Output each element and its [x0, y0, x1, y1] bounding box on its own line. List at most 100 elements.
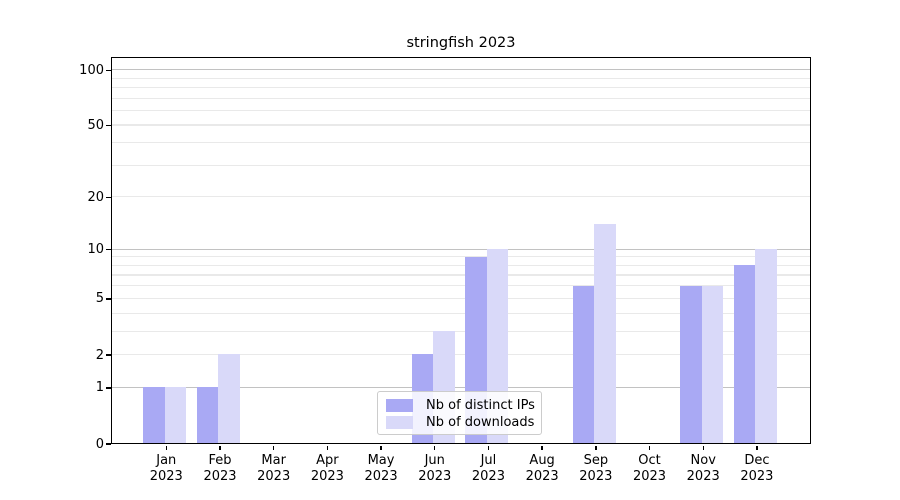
x-tickmark-7 [487, 445, 490, 451]
legend-label-downloads: Nb of downloads [426, 414, 535, 430]
gridline-minor-6 [112, 285, 810, 287]
x-tick-year: 2023 [310, 469, 344, 484]
x-tick-year: 2023 [257, 469, 291, 484]
gridline-minor-9 [112, 256, 810, 258]
y-tickmark-20 [106, 196, 111, 199]
y-tick-label-20: 20 [87, 189, 104, 205]
gridline-minor-2 [112, 353, 810, 355]
x-tick-label-mar: Mar 2023 [242, 453, 306, 486]
x-tick-month: Jul [480, 452, 497, 468]
x-tick-year: 2023 [471, 469, 505, 484]
gridline-minor-8 [112, 264, 810, 267]
x-tickmark-4 [326, 445, 329, 451]
x-tick-month: May [367, 452, 395, 468]
x-tick-label-sep: Sep 2023 [564, 453, 628, 486]
y-tick-label-50: 50 [87, 118, 104, 134]
legend-entry-downloads: Nb of downloads [386, 414, 535, 431]
gridline-minor-50 [112, 124, 810, 126]
gridline-minor-40 [112, 142, 810, 144]
x-tick-year: 2023 [149, 469, 183, 484]
y-tick-label-10: 10 [87, 242, 104, 258]
x-tickmark-2 [219, 445, 221, 451]
x-tick-label-jul: Jul 2023 [456, 453, 520, 486]
gridline-minor-3 [112, 330, 810, 332]
plot-area: Nb of distinct IPs Nb of downloads [111, 57, 811, 445]
x-tick-year: 2023 [740, 469, 774, 484]
y-tickmark-10 [106, 249, 111, 251]
x-tickmark-12 [756, 445, 758, 451]
x-tick-month: Feb [208, 452, 232, 468]
legend-entry-distinct-ips: Nb of distinct IPs [386, 397, 535, 414]
x-tick-month: Dec [744, 452, 770, 468]
y-tickmark-1 [106, 387, 111, 389]
bar-nov-downloads [701, 285, 724, 444]
gridline-minor-70 [112, 97, 810, 99]
x-tick-month: Jun [424, 452, 445, 468]
x-tick-label-oct: Oct 2023 [618, 453, 682, 486]
y-tick-label-1: 1 [95, 380, 104, 396]
x-tick-year: 2023 [579, 469, 613, 484]
y-tick-label-2: 2 [95, 347, 104, 363]
x-tick-label-dec: Dec 2023 [725, 453, 789, 486]
y-tick-label-0: 0 [95, 436, 104, 452]
y-tickmark-0 [106, 443, 111, 445]
gridline-minor-80 [112, 86, 810, 89]
x-tickmark-8 [541, 445, 543, 451]
legend-label-distinct-ips: Nb of distinct IPs [426, 398, 535, 414]
gridline-minor-60 [112, 109, 810, 112]
gridline-major-100 [112, 69, 810, 71]
x-tick-label-jan: Jan 2023 [134, 453, 198, 486]
y-tickmark-100 [106, 69, 111, 71]
x-tick-month: Nov [690, 452, 716, 468]
x-tickmark-5 [380, 445, 382, 451]
x-tickmark-10 [648, 445, 651, 451]
x-tickmark-9 [595, 445, 597, 451]
bar-dec-distinct-ips [733, 265, 756, 444]
x-tick-label-jun: Jun 2023 [403, 453, 467, 486]
x-tick-year: 2023 [525, 469, 559, 484]
x-tick-label-may: May 2023 [349, 453, 413, 486]
y-tick-label-100: 100 [79, 62, 104, 78]
x-tick-year: 2023 [686, 469, 720, 484]
x-tick-month: Sep [583, 452, 609, 468]
x-tickmark-3 [272, 445, 275, 451]
x-tick-year: 2023 [203, 469, 237, 484]
x-tick-year: 2023 [364, 469, 398, 484]
x-tick-year: 2023 [418, 469, 452, 484]
x-tick-year: 2023 [632, 469, 667, 484]
plot-canvas [112, 58, 810, 444]
x-tick-label-feb: Feb 2023 [188, 453, 252, 486]
x-tick-month: Aug [529, 452, 555, 468]
bar-dec-downloads [755, 249, 777, 444]
chart-title: stringfish 2023 [406, 35, 516, 51]
bar-feb-distinct-ips [196, 387, 219, 444]
x-tickmark-1 [165, 445, 167, 451]
legend-swatch-downloads [386, 415, 413, 429]
gridline-minor-5 [112, 297, 810, 299]
x-tick-label-apr: Apr 2023 [295, 453, 359, 486]
x-tick-month: Apr [316, 452, 339, 468]
legend: Nb of distinct IPs Nb of downloads [377, 391, 542, 436]
gridline-major-10 [112, 248, 810, 250]
gridline-minor-90 [112, 77, 810, 79]
x-tick-month: Oct [638, 452, 661, 468]
x-tickmark-11 [702, 445, 704, 451]
bar-sep-downloads [594, 224, 616, 444]
bar-jan-downloads [164, 387, 187, 444]
y-tickmark-2 [106, 354, 111, 356]
x-tick-label-aug: Aug 2023 [510, 453, 574, 486]
x-tick-month: Jan [156, 452, 177, 468]
y-tickmark-50 [106, 124, 111, 127]
x-tick-label-nov: Nov 2023 [671, 453, 735, 486]
gridline-major-1 [112, 386, 810, 388]
x-tick-month: Mar [261, 452, 286, 468]
y-tickmark-5 [106, 298, 111, 300]
x-tickmark-6 [434, 445, 436, 451]
legend-swatch-distinct-ips [386, 399, 413, 413]
bar-nov-distinct-ips [680, 285, 702, 444]
y-tick-label-5: 5 [95, 291, 104, 307]
bar-feb-downloads [218, 354, 240, 444]
gridline-minor-30 [112, 164, 810, 166]
gridline-minor-7 [112, 274, 810, 276]
